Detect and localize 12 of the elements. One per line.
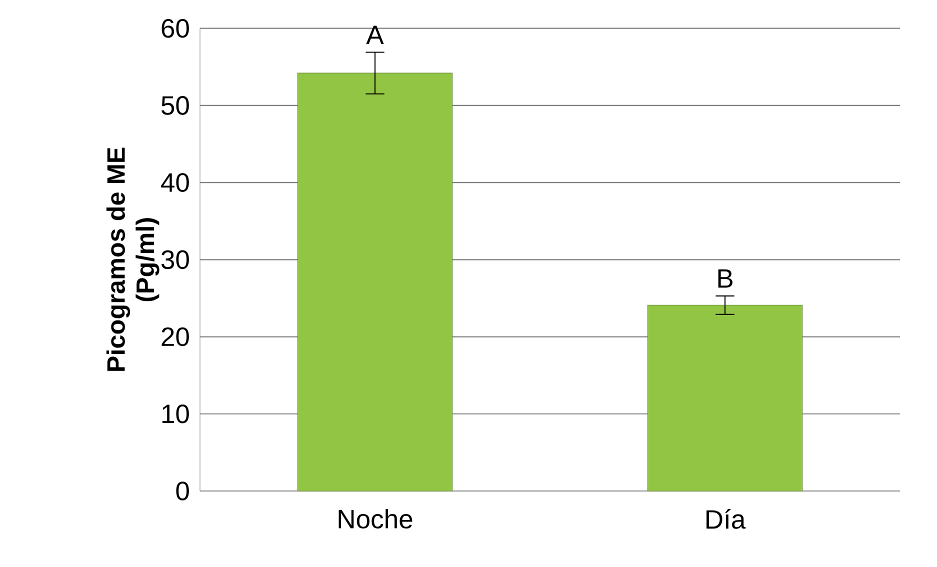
y-tick-label: 10: [162, 404, 189, 424]
x-tick-label: Noche: [338, 509, 412, 529]
y-tick-label: 30: [161, 250, 189, 270]
annotation: A: [366, 26, 384, 44]
y-tick-label: 40: [161, 173, 189, 192]
y-tick-label: 50: [161, 96, 189, 115]
x-tick-label: Día: [706, 509, 746, 529]
y-axis-title: Picogramos de ME (Pg/ml): [106, 148, 160, 371]
y-tick-label: 20: [162, 327, 189, 346]
y-tick-label: 0: [176, 482, 189, 500]
y-tick-label: 60: [162, 18, 189, 38]
annotation: B: [718, 269, 732, 288]
